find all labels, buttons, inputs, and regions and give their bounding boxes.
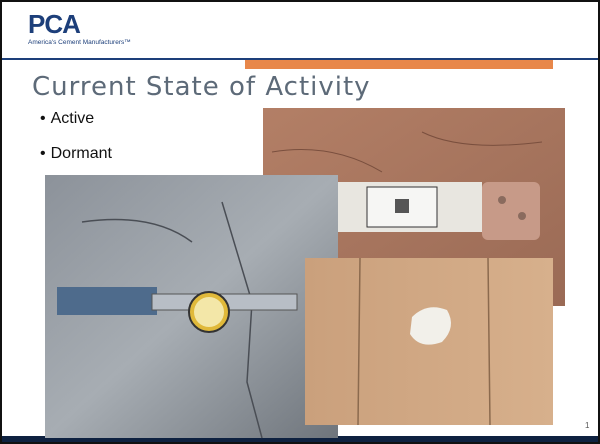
bullet-list: Active Dormant [40,110,112,180]
photo-patch [305,258,553,425]
graphics [2,2,598,442]
bullet: Active [40,110,112,128]
slide-number: 1 [585,421,589,430]
slide-title: Current State of Activity [32,72,371,102]
logo-tagline: America's Cement Manufacturers™ [28,39,131,46]
logo: PCA America's Cement Manufacturers™ [28,10,131,46]
header-rule [2,58,598,60]
slide: PCA America's Cement Manufacturers™ Curr… [0,0,600,444]
photo-crack-gauge [45,175,338,438]
logo-mark: PCA [28,10,131,38]
bullet: Dormant [40,145,112,163]
accent-bar [245,60,553,69]
